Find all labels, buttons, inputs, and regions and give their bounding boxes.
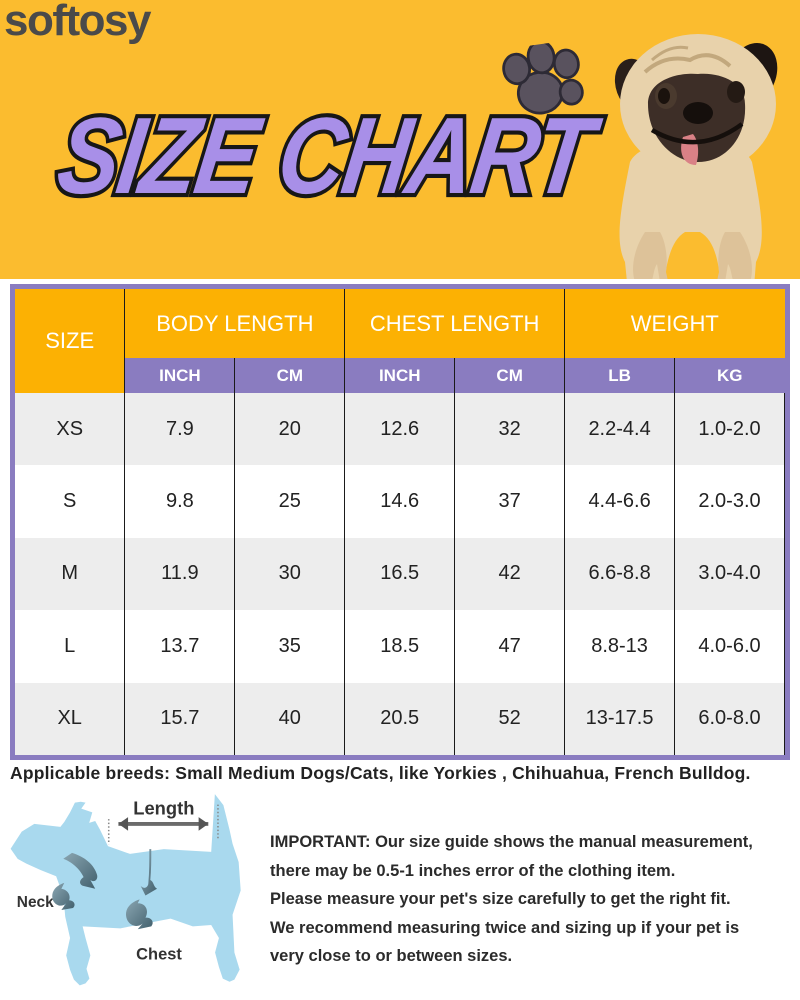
svg-text:Chest: Chest: [136, 945, 182, 963]
svg-text:Length: Length: [133, 797, 194, 818]
svg-text:Neck: Neck: [17, 894, 54, 911]
